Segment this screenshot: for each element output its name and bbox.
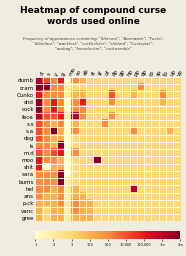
Text: Frequency of appearances containing: "Shitcock", "Assmaster", "Fucks",
"dildofac: Frequency of appearances containing: "Sh… [23, 37, 163, 51]
Text: Heatmap of compound curse
words used online: Heatmap of compound curse words used onl… [20, 6, 166, 26]
